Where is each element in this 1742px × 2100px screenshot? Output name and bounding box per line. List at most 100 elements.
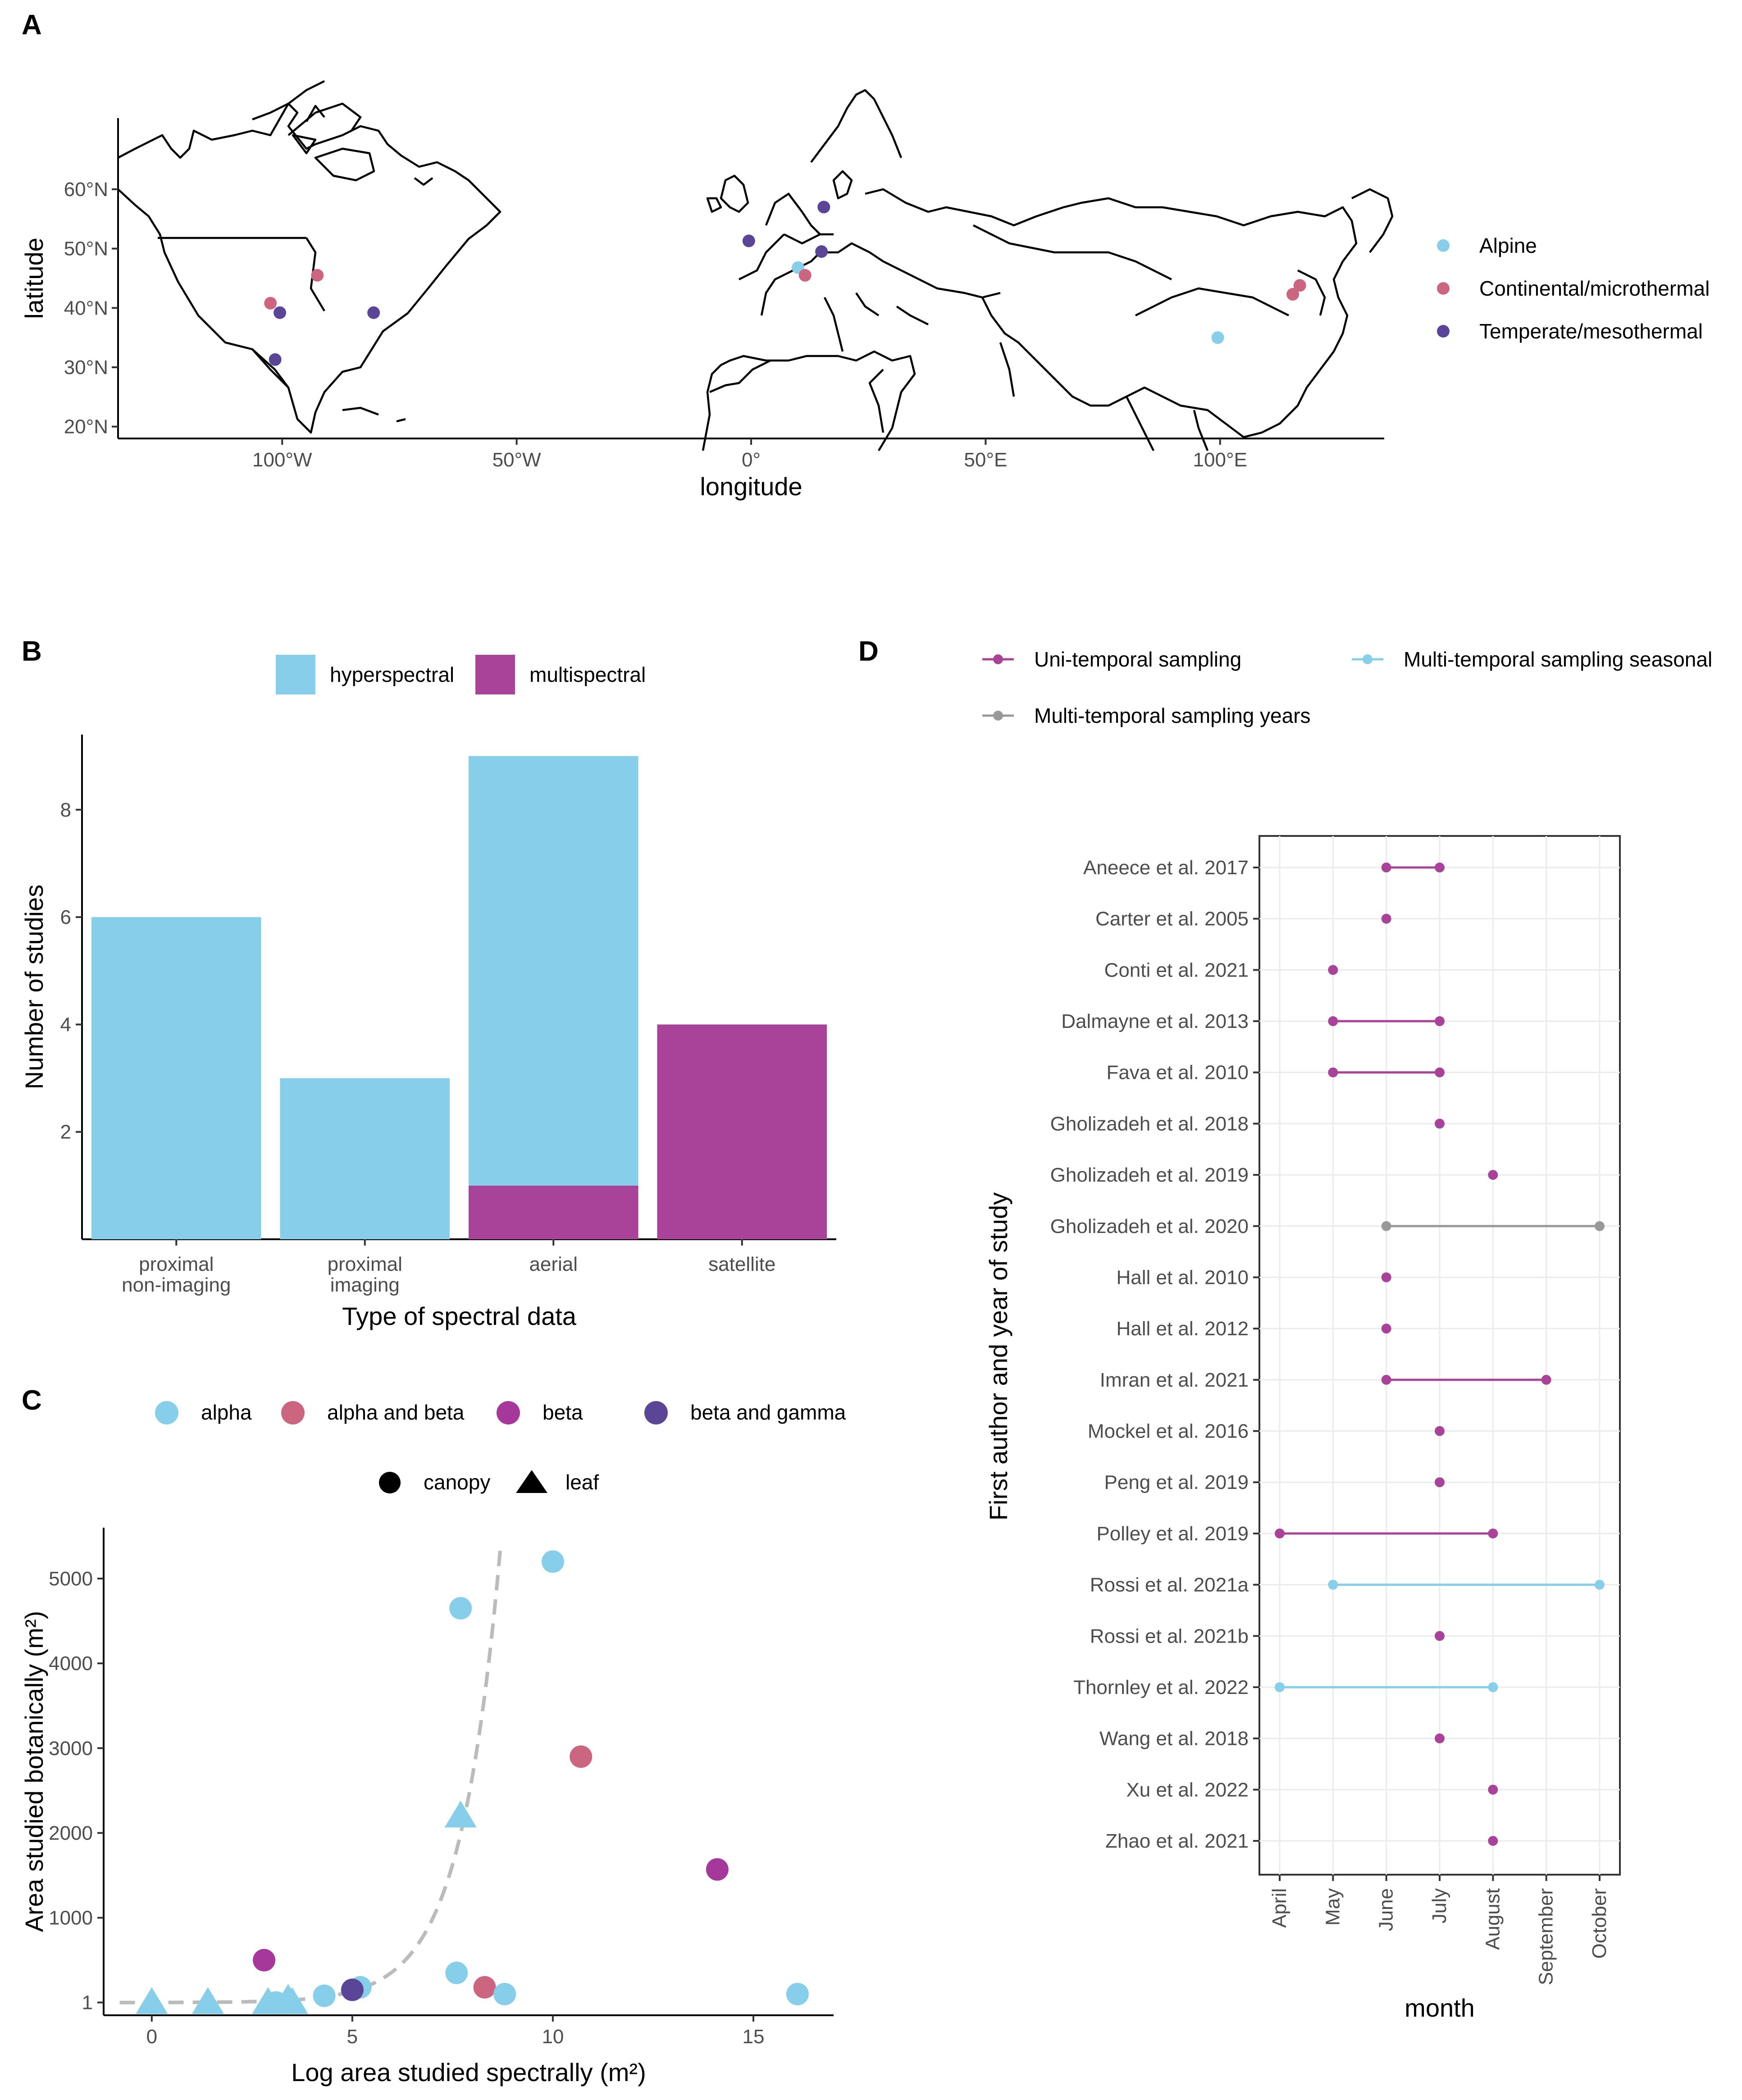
- scatter-point-circle: [449, 1597, 472, 1620]
- scatter-point-circle: [341, 1978, 364, 2001]
- scatter-point-circle: [493, 1982, 516, 2005]
- map-x-tick-label: 50°E: [964, 449, 1007, 471]
- scatter-point-triangle: [444, 1800, 477, 1828]
- map-legend: Alpine Continental/microthermal Temperate/…: [1437, 234, 1710, 343]
- map-point: [817, 201, 830, 214]
- map-x-axis-title: longitude: [700, 472, 802, 501]
- bar-y-tick-label: 8: [60, 799, 71, 821]
- timeline-end-point: [1595, 1221, 1605, 1231]
- timeline-start-point: [1381, 1272, 1391, 1283]
- timeline-month-label: June: [1375, 1888, 1397, 1931]
- bar-x-tick-label: proximal: [139, 1253, 214, 1275]
- scatter-x-tick-label: 15: [743, 2026, 765, 2048]
- timeline-study-label: Carter et al. 2005: [1095, 908, 1249, 930]
- timeline-legend-label: Multi-temporal sampling seasonal: [1404, 648, 1712, 671]
- scatter-legend-label: alpha and beta: [327, 1401, 465, 1424]
- map-point: [311, 269, 324, 282]
- map-axes: 20°N 30°N 40°N 50°N 60°N 100°W 50°W 0° 50°E 100°E…: [20, 118, 1384, 501]
- bar-x-axis-title: Type of spectral data: [342, 1302, 577, 1330]
- scatter-point-circle: [445, 1961, 468, 1984]
- scatter-x-tick-label: 0: [146, 2026, 157, 2048]
- timeline-start-point: [1488, 1170, 1498, 1180]
- bar-x-tick-label: non-imaging: [122, 1274, 231, 1296]
- timeline-start-point: [1381, 1374, 1391, 1385]
- bar-hyperspectral: [91, 917, 261, 1239]
- map-point: [367, 306, 380, 319]
- timeline-start-point: [1381, 913, 1391, 924]
- timeline-end-point: [1435, 863, 1445, 872]
- timeline-study-label: Gholizadeh et al. 2020: [1050, 1215, 1249, 1237]
- map-legend-dot: [1437, 282, 1450, 295]
- map-y-tick-label: 40°N: [64, 297, 108, 319]
- bar-x-tick-label: aerial: [529, 1253, 578, 1275]
- map-points: [264, 201, 1306, 366]
- map-x-tick-label: 100°E: [1193, 449, 1247, 471]
- map-point: [742, 234, 755, 247]
- map-legend-dot: [1437, 239, 1450, 252]
- timeline-month-label: April: [1268, 1888, 1291, 1928]
- scatter-legend-dot: [497, 1401, 520, 1424]
- bar-y-tick-label: 4: [60, 1013, 71, 1036]
- timeline-end-point: [1435, 1016, 1445, 1027]
- timeline-end-point: [1595, 1580, 1605, 1590]
- timeline-study-label: Polley et al. 2019: [1096, 1523, 1249, 1545]
- map-point: [815, 245, 828, 258]
- timeline-month-label: July: [1428, 1888, 1450, 1923]
- bar-legend-swatch: [276, 655, 315, 694]
- timeline-start-point: [1328, 965, 1338, 975]
- timeline-start-point: [1435, 1631, 1445, 1641]
- scatter-point-triangle: [192, 1987, 224, 2014]
- map-legend-label: Continental/microthermal: [1479, 277, 1710, 300]
- scatter-legend-label: leaf: [565, 1470, 599, 1494]
- timeline-study-label: Xu et al. 2022: [1126, 1779, 1249, 1801]
- scatter-y-tick-label: 3000: [49, 1737, 93, 1759]
- timeline-start-point: [1435, 1426, 1445, 1436]
- timeline-study-label: Imran et al. 2021: [1100, 1369, 1249, 1391]
- timeline-legend-label: Uni-temporal sampling: [1034, 648, 1241, 671]
- timeline-legend-dot: [993, 654, 1003, 664]
- bar-legend-swatch: [475, 655, 515, 694]
- timeline-study-label: Zhao et al. 2021: [1105, 1830, 1249, 1852]
- timeline-start-point: [1435, 1733, 1445, 1744]
- timeline-start-point: [1435, 1118, 1445, 1129]
- timeline-study-label: Dalmayne et al. 2013: [1061, 1010, 1249, 1032]
- scatter-point-circle: [473, 1976, 496, 1999]
- bar-multispectral: [657, 1024, 827, 1239]
- map-point: [264, 297, 277, 310]
- timeline-start-point: [1435, 1477, 1445, 1488]
- timeline-start-point: [1275, 1528, 1285, 1538]
- bar-legend: hyperspectral multispectral: [276, 655, 646, 694]
- scatter-legend-triangle-shape: [516, 1470, 547, 1493]
- timeline-study-label: Fava et al. 2010: [1106, 1062, 1249, 1084]
- panel-b-bar-chart: B hyperspectral multispectral 2 4 6 8 proxima…: [20, 636, 836, 1330]
- scatter-point-circle: [786, 1982, 809, 2005]
- panel-a-map: A: [20, 9, 1710, 501]
- map-legend-label: Alpine: [1479, 234, 1537, 257]
- timeline-start-point: [1328, 1580, 1338, 1590]
- timeline-legend-dot: [993, 711, 1003, 721]
- map-point: [1293, 279, 1306, 292]
- timeline-end-point: [1488, 1528, 1498, 1538]
- bar-plot-area: 2468proximalnon-imagingproximalimagingae…: [20, 735, 836, 1330]
- scatter-legend-label: canopy: [424, 1470, 490, 1494]
- timeline-study-label: Hall et al. 2010: [1116, 1266, 1249, 1288]
- timeline-month-label: October: [1588, 1888, 1610, 1959]
- map-point: [269, 353, 282, 366]
- timeline-study-label: Aneece et al. 2017: [1083, 857, 1249, 879]
- timeline-start-point: [1275, 1682, 1285, 1692]
- scatter-y-tick-label: 1: [82, 1992, 93, 2014]
- scatter-x-axis-title: Log area studied spectrally (m²): [291, 2058, 646, 2086]
- panel-a-letter: A: [22, 9, 42, 41]
- map-x-tick-label: 100°W: [252, 449, 312, 471]
- scatter-y-tick-label: 5000: [49, 1568, 93, 1590]
- map-coastlines: [117, 80, 1394, 452]
- timeline-plot-area: Aneece et al. 2017 Carter et al. 2005 Cont…: [984, 835, 1621, 2022]
- scatter-point-circle: [313, 1984, 336, 2007]
- scatter-legend-label: alpha: [201, 1401, 252, 1424]
- scatter-legend-circle-shape: [379, 1472, 401, 1493]
- timeline-month-label: August: [1482, 1888, 1504, 1950]
- map-point: [1211, 331, 1224, 344]
- bar-hyperspectral: [280, 1078, 450, 1239]
- map-point: [274, 306, 287, 319]
- map-legend-label: Temperate/mesothermal: [1479, 320, 1703, 343]
